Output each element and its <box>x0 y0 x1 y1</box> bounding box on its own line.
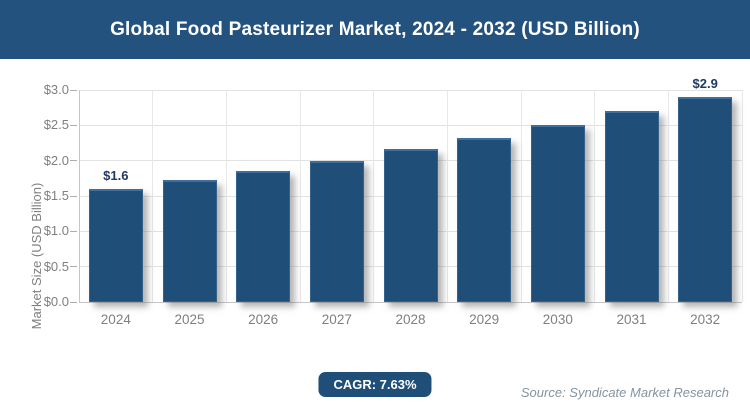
bar-2032 <box>678 97 733 302</box>
source-note: Source: Syndicate Market Research <box>520 385 729 400</box>
y-tick-label: $0.5 <box>43 258 69 274</box>
gridline-vertical <box>741 90 743 302</box>
gridline-vertical <box>299 90 301 302</box>
x-tick-label: 2028 <box>395 312 426 327</box>
y-axis-tick <box>70 124 77 126</box>
bar-2027 <box>309 160 364 302</box>
y-axis-tick <box>70 230 77 232</box>
gridline-vertical <box>667 90 669 302</box>
gridline-vertical <box>446 90 448 302</box>
y-tick-label: $0.0 <box>43 294 69 309</box>
y-tick-label: $1.5 <box>43 188 69 203</box>
bar-2026 <box>236 170 291 302</box>
y-axis-tick <box>70 160 77 162</box>
x-tick-label: 2026 <box>248 312 279 327</box>
bar-2028 <box>383 149 438 302</box>
y-axis-line <box>78 90 80 302</box>
y-axis-title: Market Size (USD Billion) <box>29 182 44 330</box>
gridline-horizontal <box>79 301 742 303</box>
chart-footer: CAGR: 7.63% Source: Syndicate Market Res… <box>0 369 750 417</box>
gridline-vertical <box>225 90 227 302</box>
bar-2025 <box>162 179 217 302</box>
x-tick-label: 2031 <box>616 312 647 327</box>
bar-value-label: $1.6 <box>103 167 129 183</box>
y-tick-label: $1.0 <box>43 223 69 239</box>
gridline-vertical <box>152 90 154 302</box>
y-tick-label: $2.0 <box>43 152 69 168</box>
plot-area: $0.0 $0.5 $1.0 $1.5 $2.0 $2.5 $3.0 $1.6 2024 2025… <box>44 76 743 327</box>
x-tick-label: 2027 <box>321 312 352 327</box>
y-axis-tick <box>70 195 77 197</box>
gridline-vertical <box>520 90 522 302</box>
bar-2031 <box>604 111 659 302</box>
gridline-horizontal <box>79 124 742 126</box>
title-bar: Global Food Pasteurizer Market, 2024 - 2… <box>0 0 750 59</box>
y-tick-label: $2.5 <box>43 117 69 133</box>
bar-2024 <box>88 188 143 302</box>
chart-title: Global Food Pasteurizer Market, 2024 - 2… <box>110 18 640 40</box>
bar-value-label: $2.9 <box>692 76 718 92</box>
x-tick-label: 2025 <box>174 312 205 327</box>
gridline-horizontal <box>79 89 742 91</box>
x-tick-label: 2024 <box>100 312 131 327</box>
gridline-vertical <box>373 90 375 302</box>
chart-area: Market Size (USD Billion) $0.0 $0.5 $1.0 $1… <box>0 59 750 369</box>
y-axis-tick <box>70 301 77 303</box>
y-tick-label: $3.0 <box>43 82 69 97</box>
y-axis-tick <box>70 89 77 91</box>
gridline-vertical <box>594 90 596 302</box>
cagr-badge: CAGR: 7.63% <box>318 372 432 397</box>
x-tick-label: 2032 <box>690 312 721 327</box>
x-tick-label: 2029 <box>469 312 500 327</box>
y-axis-tick <box>70 266 77 268</box>
x-tick-label: 2030 <box>542 312 573 327</box>
bar-2029 <box>457 138 512 302</box>
bar-2030 <box>530 125 585 302</box>
